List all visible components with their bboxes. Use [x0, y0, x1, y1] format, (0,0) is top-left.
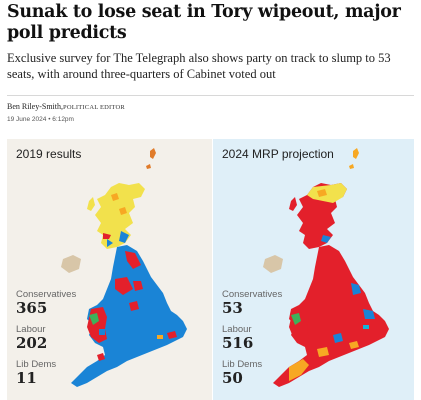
stat-label: Conservatives: [222, 289, 283, 300]
south-west-libdem: [289, 359, 309, 381]
divider: [7, 95, 414, 96]
stat-value: 365: [16, 299, 48, 317]
south-con: [333, 333, 343, 343]
stat-label: Conservatives: [16, 289, 77, 300]
panel-title: 2019 results: [16, 147, 82, 161]
reform: [363, 325, 369, 329]
stat-label: Labour: [16, 324, 46, 335]
publish-date: 19 June 2024 • 6:12pm: [7, 116, 74, 123]
stat-libdems: Lib Dems 50: [222, 359, 262, 387]
north-west-labour: [115, 277, 133, 295]
author-role: POLITICAL EDITOR: [63, 104, 125, 111]
stat-label: Lib Dems: [16, 359, 57, 370]
scotland-libdem: [317, 189, 327, 197]
lincs-con: [351, 283, 361, 295]
stat-label: Labour: [222, 324, 252, 335]
bristol-labour: [97, 353, 105, 361]
panel-2024-projection: 2024 MRP projection: [213, 139, 414, 400]
standfirst: Exclusive survey for The Telegraph also …: [7, 51, 391, 81]
england-libdem: [157, 335, 163, 339]
byline: Ben Riley-Smith,POLITICAL EDITOR: [7, 102, 125, 111]
stat-value: 11: [16, 369, 37, 387]
scotland-snp: [307, 183, 347, 203]
stat-value: 516: [222, 334, 254, 352]
panel-title: 2024 MRP projection: [222, 147, 334, 161]
orkney: [349, 164, 354, 169]
northern-ireland: [61, 255, 81, 273]
uk-map-2024: [263, 148, 389, 387]
northern-isles: [150, 148, 156, 159]
headline: Sunak to lose seat in Tory wipeout, majo…: [7, 2, 401, 43]
north-east-labour: [125, 251, 141, 269]
wales-plaid: [291, 313, 301, 325]
stat-value: 202: [16, 334, 48, 352]
east-con: [363, 309, 375, 319]
election-maps-graphic: 2019 results: [7, 139, 414, 400]
england: [273, 245, 389, 387]
england: [71, 245, 187, 387]
northern-isles: [353, 148, 359, 159]
northern-ireland: [263, 255, 283, 273]
stat-label: Lib Dems: [222, 359, 263, 370]
stat-conservatives: Conservatives 365: [16, 289, 76, 317]
stat-libdems: Lib Dems 11: [16, 359, 56, 387]
scotland-con: [321, 235, 331, 243]
western-isles: [87, 197, 95, 211]
stat-conservatives: Conservatives 53: [222, 289, 282, 317]
wales-plaid: [89, 313, 99, 325]
western-isles: [289, 197, 297, 211]
panel-2019-results: 2019 results: [7, 139, 212, 400]
london-labour: [167, 331, 177, 339]
scotland-con: [107, 231, 129, 247]
orkney: [146, 164, 151, 169]
south-libdem: [317, 347, 329, 357]
stat-labour: Labour 516: [222, 324, 253, 352]
scotland-lab: [103, 233, 111, 239]
wales-con: [99, 329, 105, 335]
stat-labour: Labour 202: [16, 324, 47, 352]
scotland-libdem: [111, 193, 127, 215]
uk-map-2019: [61, 148, 187, 387]
scotland: [95, 183, 145, 249]
surrey-libdem: [349, 341, 359, 349]
midlands-labour: [129, 301, 139, 311]
stat-value: 50: [222, 369, 243, 387]
yorkshire-labour: [133, 281, 143, 291]
author-name[interactable]: Ben Riley-Smith,: [7, 102, 63, 111]
stat-value: 53: [222, 299, 243, 317]
